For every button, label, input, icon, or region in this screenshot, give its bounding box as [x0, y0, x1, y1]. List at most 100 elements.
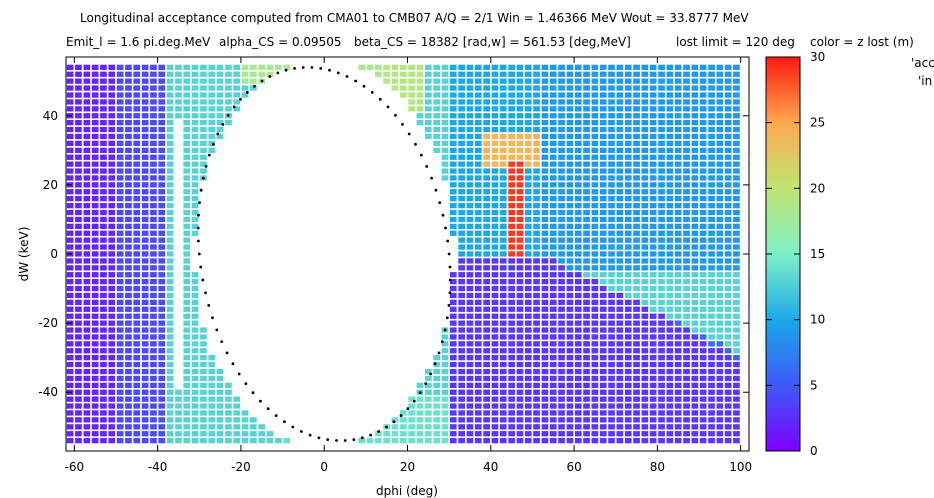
heatmap-cell [508, 313, 515, 319]
heatmap-cell [724, 348, 732, 354]
heatmap-cell [724, 120, 732, 126]
heatmap-cell [83, 120, 91, 126]
heatmap-cell [599, 140, 607, 146]
heatmap-cell [599, 265, 607, 271]
heatmap-cell [83, 396, 91, 402]
heatmap-cell [666, 209, 674, 216]
heatmap-cell [150, 327, 157, 333]
heatmap-cell [91, 431, 99, 437]
heatmap-cell [616, 306, 624, 312]
heatmap-cell [574, 355, 582, 361]
heatmap-cell [75, 126, 82, 133]
heatmap-cell [708, 120, 715, 126]
heatmap-cell [724, 237, 732, 243]
heatmap-cell [458, 223, 465, 229]
heatmap-cell [116, 272, 124, 278]
heatmap-cell [574, 154, 582, 160]
heatmap-cell [591, 410, 599, 416]
heatmap-cell [716, 230, 724, 236]
heatmap-cell [599, 279, 607, 285]
ellipse-point [197, 213, 200, 217]
heatmap-cell [583, 237, 590, 243]
heatmap-cell [466, 272, 474, 278]
heatmap-cell [641, 438, 649, 444]
heatmap-cell [524, 85, 532, 91]
heatmap-cell [183, 154, 191, 160]
heatmap-cell [150, 133, 157, 140]
heatmap-cell [449, 368, 457, 375]
heatmap-cell [108, 327, 116, 333]
heatmap-cell [683, 230, 690, 236]
heatmap-cell [608, 182, 615, 188]
heatmap-cell [141, 389, 149, 395]
heatmap-cell [141, 244, 149, 250]
heatmap-cell [658, 334, 665, 340]
heatmap-cell [683, 251, 690, 257]
heatmap-cell [591, 113, 599, 119]
heatmap-cell [491, 223, 499, 229]
ellipse-point [362, 84, 366, 88]
heatmap-cell [649, 161, 657, 167]
heatmap-cell [616, 403, 624, 409]
heatmap-cell [574, 348, 582, 354]
heatmap-cell [166, 182, 174, 188]
heatmap-cell [233, 396, 241, 402]
heatmap-cell [483, 285, 490, 292]
ellipse-point [207, 304, 211, 307]
heatmap-cell [541, 431, 549, 437]
heatmap-cell [141, 424, 149, 430]
heatmap-cell [108, 265, 116, 271]
heatmap-cell [491, 216, 499, 223]
heatmap-cell [466, 327, 474, 333]
heatmap-cell [691, 368, 699, 375]
heatmap-cell [633, 230, 640, 236]
heatmap-cell [633, 417, 640, 423]
heatmap-cell [433, 410, 440, 416]
heatmap-cell [241, 85, 249, 91]
heatmap-cell [458, 99, 465, 105]
heatmap-cell [658, 113, 665, 119]
heatmap-cell [191, 196, 199, 202]
heatmap-cell [541, 196, 549, 202]
heatmap-cell [150, 203, 157, 209]
heatmap-cell [83, 327, 91, 333]
ellipse-point [317, 436, 321, 440]
heatmap-cell [108, 382, 116, 388]
heatmap-cell [724, 396, 732, 402]
heatmap-cell [558, 431, 565, 437]
heatmap-cell [566, 334, 574, 340]
heatmap-cell [549, 126, 557, 133]
heatmap-cell [166, 285, 174, 292]
heatmap-cell [166, 403, 174, 409]
heatmap-cell [216, 375, 224, 382]
heatmap-cell [558, 410, 565, 416]
heatmap-cell [466, 361, 474, 368]
heatmap-cell [716, 313, 724, 319]
heatmap-cell [200, 396, 207, 402]
heatmap-cell [200, 410, 207, 416]
heatmap-cell [674, 64, 682, 70]
heatmap-cell [641, 410, 649, 416]
heatmap-cell [708, 424, 715, 430]
heatmap-cell [516, 196, 524, 202]
heatmap-cell [166, 154, 174, 160]
ellipse-point [425, 165, 429, 168]
heatmap-cell [141, 417, 149, 423]
heatmap-cell [558, 230, 565, 236]
heatmap-cell [691, 244, 699, 250]
heatmap-cell [666, 438, 674, 444]
heatmap-cell [699, 113, 707, 119]
heatmap-cell [66, 272, 74, 278]
heatmap-cell [499, 168, 507, 174]
heatmap-cell [150, 272, 157, 278]
heatmap-cell [724, 431, 732, 437]
heatmap-cell [133, 403, 141, 409]
heatmap-cell [508, 85, 515, 91]
heatmap-cell [666, 334, 674, 340]
heatmap-cell [66, 327, 74, 333]
heatmap-cell [416, 424, 424, 430]
heatmap-cell [674, 265, 682, 271]
heatmap-cell [583, 196, 590, 202]
heatmap-cell [158, 182, 166, 188]
heatmap-cell [491, 355, 499, 361]
